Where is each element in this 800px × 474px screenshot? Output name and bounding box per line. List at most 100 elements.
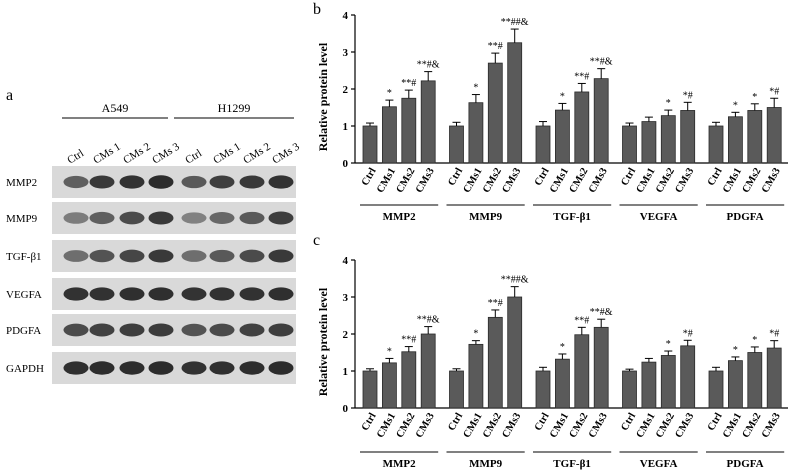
significance-mark: **#& [417,315,440,326]
bar [622,370,637,409]
bar [381,106,397,164]
protein-band [181,250,207,262]
panel-label-a: a [6,87,13,104]
protein-band [209,249,235,263]
bar [507,296,523,409]
bar [420,333,436,409]
bar [535,125,551,164]
protein-band [63,212,89,224]
y-tick-label: 1 [343,366,349,378]
significance-mark: * [733,345,738,356]
x-tick-label: CMs3 [673,411,696,440]
bar [708,125,724,164]
protein-band [268,249,294,263]
bar [680,110,696,164]
significance-mark: **#& [590,57,613,68]
protein-label: MMP2 [6,177,37,189]
bar [708,370,724,409]
y-tick-label: 0 [343,403,349,415]
protein-band [239,287,265,301]
x-tick-label: CMs3 [414,166,437,195]
significance-mark: **##& [501,275,529,286]
bar [507,42,523,164]
protein-band [181,287,207,301]
significance-mark: * [666,339,671,350]
bar [449,370,464,409]
lane-label: Ctrl [183,147,204,166]
bar [660,355,676,409]
protein-band [209,323,235,337]
protein-band [148,211,174,225]
protein-band [209,175,235,189]
group-label: TGF-β1 [553,211,591,223]
protein-band [63,175,89,189]
y-axis-label: Relative protein level [316,42,330,151]
bar [535,370,551,409]
group-label: MMP2 [383,458,416,470]
cell-line-label: H1299 [218,101,251,115]
x-tick-label: Ctrl [360,166,379,188]
cell-line-label: A549 [102,101,129,115]
significance-mark: * [560,91,565,102]
significance-mark: * [473,83,478,94]
x-tick-label: CMs3 [760,166,783,195]
protein-band [239,211,265,225]
x-tick-label: CMs3 [587,166,610,195]
protein-band [209,212,235,224]
significance-mark: * [560,342,565,353]
protein-label: VEGFA [6,289,42,301]
significance-mark: * [387,88,392,99]
y-tick-label: 4 [343,255,349,267]
significance-mark: **##& [501,17,529,28]
significance-mark: **# [488,41,503,52]
lane-label: CMs 2 [241,141,273,167]
protein-band [89,361,115,375]
x-tick-label: Ctrl [533,411,552,433]
significance-mark: **# [488,298,503,309]
bar [766,107,782,164]
protein-band [239,361,265,375]
protein-band [148,287,174,301]
group-label: PDGFA [727,458,764,470]
bar [728,360,743,409]
protein-band [119,323,145,337]
lane-label: CMs 3 [270,140,302,166]
y-tick-label: 2 [343,84,349,96]
significance-mark: * [666,98,671,109]
protein-band [89,175,115,189]
bar [468,343,484,409]
lane-label: Ctrl [65,147,86,166]
protein-band [239,249,265,263]
y-tick-label: 3 [343,292,349,304]
protein-band [239,175,265,189]
bar [381,362,397,409]
lane-label: CMs 1 [211,141,243,167]
bar [728,116,743,164]
protein-band [63,361,89,375]
significance-mark: *# [683,328,693,339]
protein-band [181,212,207,224]
significance-mark: **# [401,78,416,89]
significance-mark: * [473,329,478,340]
panel-label: c [313,232,320,249]
protein-label: MMP9 [6,213,38,225]
bar [487,316,503,409]
bar [362,370,378,409]
x-tick-label: Ctrl [446,411,465,433]
bar [401,351,417,409]
protein-band [148,361,174,375]
x-tick-label: Ctrl [360,411,379,433]
y-axis-label: Relative protein level [316,287,330,396]
x-tick-label: CMs3 [414,411,437,440]
bar [766,347,782,409]
significance-mark: *# [769,329,779,340]
x-tick-label: CMs3 [500,411,523,440]
x-tick-label: Ctrl [533,166,552,188]
protein-band [209,287,235,301]
protein-band [239,323,265,337]
group-label: TGF-β1 [553,458,591,470]
significance-mark: * [752,92,757,103]
protein-band [119,361,145,375]
